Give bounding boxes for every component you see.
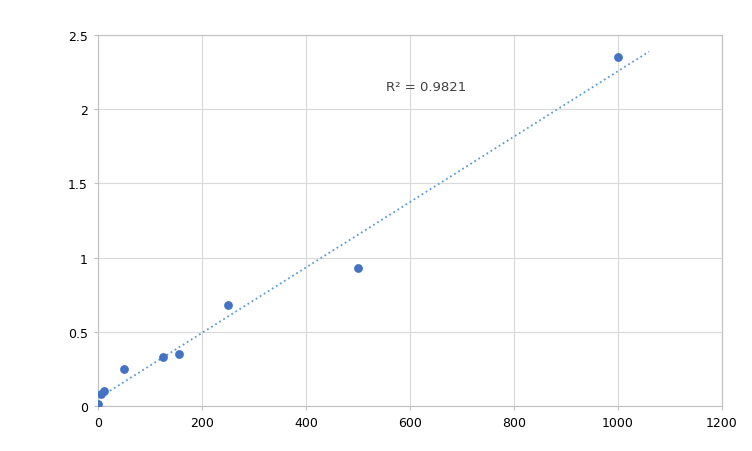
Point (612, 55, 624, 62)
Point (222, 302, 234, 309)
Point (118, 365, 130, 373)
Point (95, 391, 107, 398)
Point (173, 350, 185, 358)
Point (156, 354, 168, 361)
Point (92, 401, 104, 408)
Text: R² = 0.9821: R² = 0.9821 (387, 81, 467, 94)
Point (352, 265, 364, 272)
Point (99, 387, 111, 395)
